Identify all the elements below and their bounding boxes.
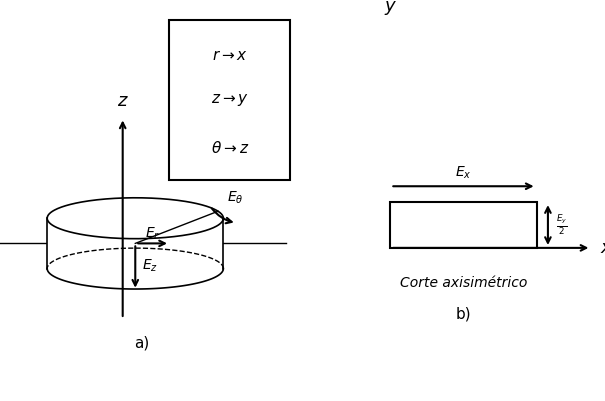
Text: $\frac{E_y}{2}$: $\frac{E_y}{2}$ [556,213,567,237]
Text: b): b) [456,307,471,322]
Text: $y$: $y$ [384,0,397,17]
Text: $r \rightarrow x$: $r \rightarrow x$ [212,48,248,63]
Text: Corte axisimétrico: Corte axisimétrico [400,276,527,290]
Bar [47,218,223,269]
Text: $E_r$: $E_r$ [145,225,160,241]
Text: $x$: $x$ [600,239,605,257]
Text: $E_{\theta}$: $E_{\theta}$ [227,190,244,206]
Text: $z$: $z$ [117,92,129,110]
Bar [390,202,537,248]
Text: $z \rightarrow y$: $z \rightarrow y$ [211,92,249,108]
Text: $\theta \rightarrow z$: $\theta \rightarrow z$ [211,140,249,156]
Text: $E_z$: $E_z$ [142,257,158,274]
Text: a): a) [134,335,149,350]
Text: $E_x$: $E_x$ [455,164,472,180]
